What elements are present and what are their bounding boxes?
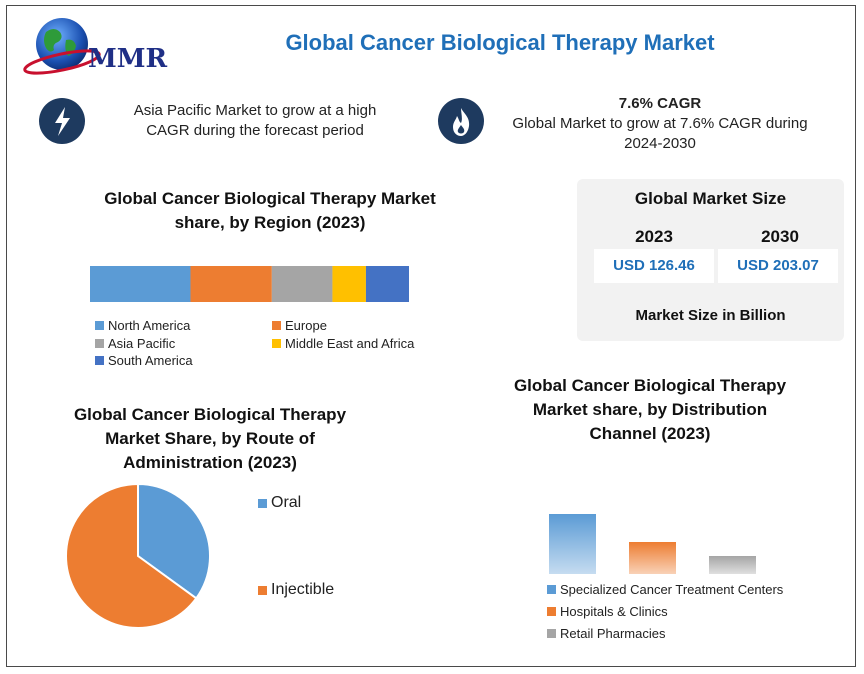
highlight-line: Global Market to grow at 7.6% CAGR durin…: [512, 115, 808, 132]
legend-swatch: [258, 498, 267, 508]
legend-label: Middle East and Africa: [285, 336, 415, 351]
region-bar-segment-4: [365, 266, 409, 302]
region-bar-segment-3: [332, 266, 366, 302]
region-legend-item: North America: [95, 318, 190, 333]
market-size-panel: Global Market Size 2023 2030 USD 126.46 …: [577, 179, 844, 341]
legend-swatch: [547, 585, 556, 594]
legend-label: Injectible: [271, 581, 335, 598]
legend-swatch: [95, 321, 104, 330]
title-line: Global Cancer Biological Therapy: [513, 376, 787, 395]
legend-label: Hospitals & Clinics: [560, 604, 668, 619]
distribution-bar-0: [549, 514, 596, 574]
title-line: share, by Region (2023): [174, 213, 366, 232]
legend-swatch: [272, 339, 281, 348]
route-chart-title: Global Cancer Biological Therapy Market …: [40, 403, 380, 475]
region-stacked-bar: [90, 266, 409, 302]
legend-swatch: [547, 607, 556, 616]
globe-logo-icon: [23, 18, 101, 75]
lightning-icon: [39, 98, 85, 144]
distribution-legend-item: Retail Pharmacies: [547, 626, 666, 641]
title-line: Channel (2023): [589, 424, 711, 443]
legend-label: Oral: [271, 494, 302, 511]
title-line: Market share, by Distribution: [532, 400, 768, 419]
region-bar-segment-2: [271, 266, 333, 302]
infographic-frame: [6, 5, 856, 667]
flame-icon: [438, 98, 484, 144]
region-bar-segment-0: [90, 266, 191, 302]
title-line: Global Cancer Biological Therapy Market: [104, 189, 436, 208]
route-pie-chart: [65, 482, 211, 629]
legend-swatch: [547, 629, 556, 638]
value-2023: USD 126.46: [594, 249, 714, 283]
page-title: Global Cancer Biological Therapy Market: [285, 30, 715, 55]
region-legend-item: Middle East and Africa: [272, 336, 414, 351]
region-legend-item: Asia Pacific: [95, 336, 175, 351]
distribution-legend-item: Hospitals & Clinics: [547, 604, 668, 619]
legend-label: Asia Pacific: [108, 336, 176, 351]
title-line: Global Cancer Biological Therapy: [73, 405, 347, 424]
pie-slice-0: [137, 482, 211, 600]
logo-text: MMR: [88, 44, 168, 74]
title-line: Market Share, by Route of: [105, 429, 315, 448]
region-bar-segment-1: [190, 266, 272, 302]
legend-swatch: [95, 356, 104, 365]
legend-label: North America: [108, 318, 191, 333]
year-2023: 2023: [635, 227, 673, 246]
legend-label: Europe: [285, 318, 327, 333]
distribution-chart-title: Global Cancer Biological Therapy Market …: [470, 374, 830, 446]
distribution-bar-chart: [549, 514, 756, 574]
distribution-bar-2: [709, 556, 756, 574]
legend-label: Retail Pharmacies: [560, 626, 666, 641]
region-legend-item: Europe: [272, 318, 327, 333]
distribution-legend-item: Specialized Cancer Treatment Centers: [547, 582, 783, 597]
distribution-bar-1: [629, 542, 676, 574]
highlight-line: Asia Pacific Market to grow at a high: [133, 102, 377, 119]
legend-label: Specialized Cancer Treatment Centers: [560, 582, 784, 597]
region-chart-title: Global Cancer Biological Therapy Market …: [80, 187, 460, 235]
pie-slice-1: [65, 482, 198, 629]
highlight-asia-pacific: Asia Pacific Market to grow at a high CA…: [110, 101, 400, 141]
route-legend-item: Injectible: [258, 581, 334, 599]
market-size-footer: Market Size in Billion: [635, 307, 786, 324]
legend-label: South America: [108, 353, 193, 368]
cagr-heading: 7.6% CAGR: [618, 95, 702, 112]
market-size-title: Global Market Size: [634, 189, 787, 208]
title-line: Administration (2023): [123, 453, 297, 472]
highlight-line: CAGR during the forecast period: [146, 122, 364, 139]
region-legend-item: South America: [95, 353, 193, 368]
highlight-cagr: 7.6% CAGR Global Market to grow at 7.6% …: [500, 94, 820, 154]
legend-swatch: [95, 339, 104, 348]
route-legend-item: Oral: [258, 494, 301, 512]
legend-swatch: [258, 585, 267, 595]
year-2030: 2030: [761, 227, 799, 246]
highlight-line: 2024-2030: [624, 135, 696, 152]
legend-swatch: [272, 321, 281, 330]
value-2030: USD 203.07: [718, 249, 838, 283]
